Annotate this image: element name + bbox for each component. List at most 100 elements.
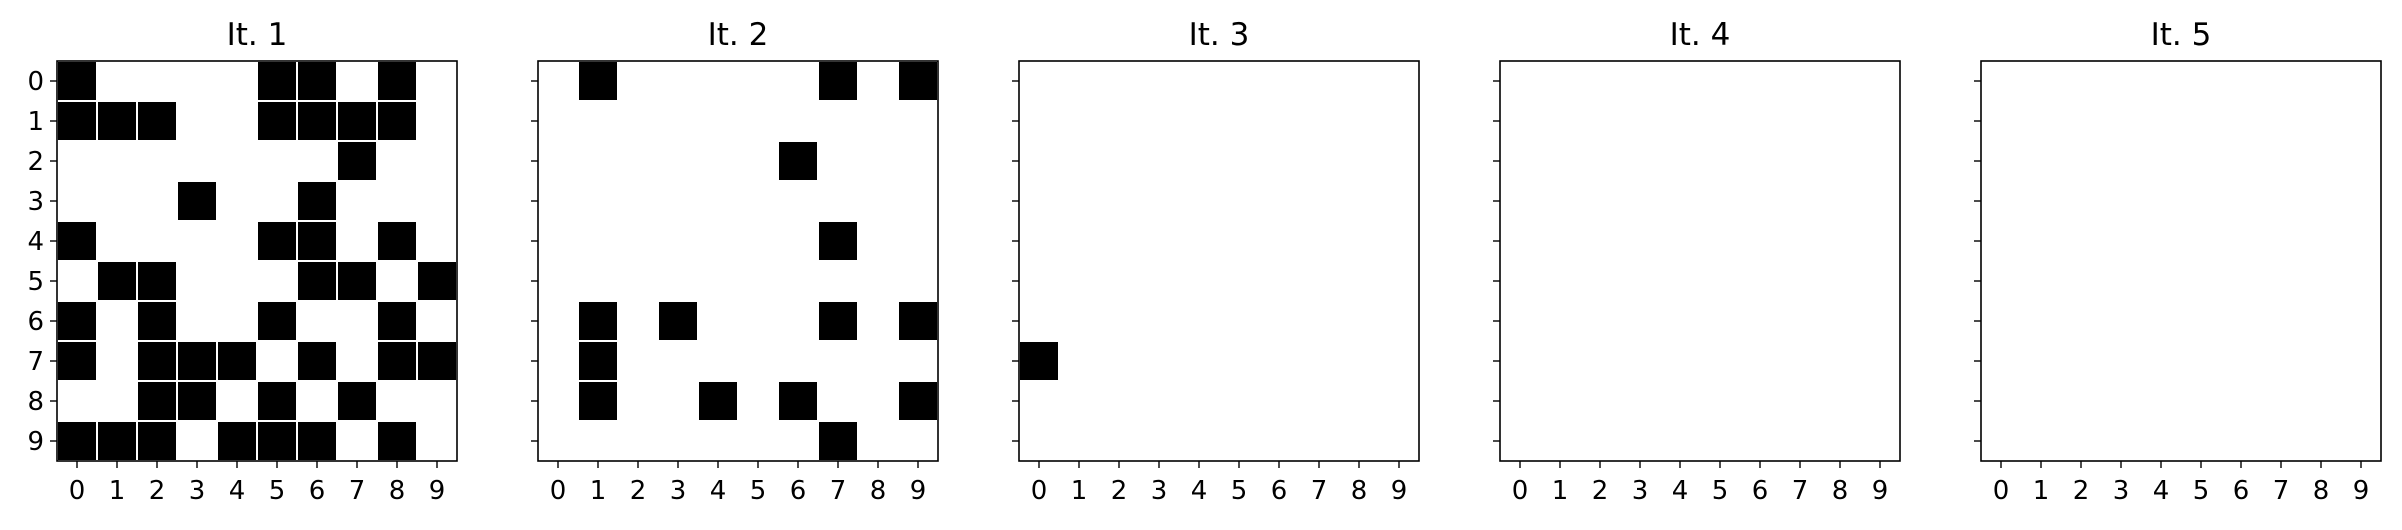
x-tick-label: 4 (229, 476, 246, 506)
x-tick-label: 2 (1592, 476, 1609, 506)
x-tick-label: 8 (2313, 476, 2330, 506)
x-tick-label: 9 (429, 476, 446, 506)
x-tick-label: 1 (109, 476, 126, 506)
heatmap-cell (899, 62, 937, 100)
x-tick-label: 6 (1271, 476, 1288, 506)
panel-3: It. 3 0 1 2 3 4 5 6 7 8 9 (1012, 17, 1420, 506)
heatmap-cell (378, 422, 416, 460)
heatmap-cell (178, 342, 216, 380)
x-tick-label: 0 (1512, 476, 1529, 506)
y-tick-label: 9 (27, 427, 44, 457)
y-tick-label: 4 (27, 227, 44, 257)
x-tick-label: 8 (389, 476, 406, 506)
x-tick-label: 6 (790, 476, 807, 506)
panel-title: It. 4 (1670, 17, 1731, 53)
heatmap-cell (98, 262, 136, 300)
y-tick-label: 1 (27, 107, 44, 137)
x-tick-label: 5 (1231, 476, 1248, 506)
x-tick-label: 8 (870, 476, 887, 506)
x-tick-label: 5 (2193, 476, 2210, 506)
y-tick-label: 5 (27, 267, 44, 297)
x-tick-label: 6 (1752, 476, 1769, 506)
heatmap-cell (298, 102, 336, 140)
heatmap-cell (58, 62, 96, 100)
heatmap-cell (298, 222, 336, 260)
heatmap-cell (138, 382, 176, 420)
x-tick-label: 4 (1191, 476, 1208, 506)
x-tick-label: 2 (149, 476, 166, 506)
heatmap-cell (258, 222, 296, 260)
x-tick-label: 2 (630, 476, 647, 506)
heatmap-cell (338, 102, 376, 140)
heatmap-cell (218, 422, 256, 460)
heatmap-cell (298, 342, 336, 380)
heatmap-cell (579, 62, 617, 100)
x-tick-label: 9 (1872, 476, 1889, 506)
heatmap-cell (1020, 342, 1058, 380)
heatmap-cell (298, 62, 336, 100)
heatmap-cell (819, 222, 857, 260)
x-tick-label: 7 (1792, 476, 1809, 506)
axes-frame (56, 60, 458, 462)
heatmap-cell (298, 182, 336, 220)
x-tick-label: 0 (1031, 476, 1048, 506)
y-tick-label: 6 (27, 307, 44, 337)
x-tick-label: 1 (1071, 476, 1088, 506)
heatmap-cell (258, 102, 296, 140)
heatmap-cell (138, 422, 176, 460)
heatmap-cell (58, 222, 96, 260)
heatmap-cell (899, 302, 937, 340)
axes-frame (1499, 60, 1901, 462)
heatmap-cell (579, 342, 617, 380)
x-tick-label: 3 (2113, 476, 2130, 506)
x-tick-label: 9 (2353, 476, 2370, 506)
heatmap-cell (378, 222, 416, 260)
heatmap-cell (138, 302, 176, 340)
heatmap-cell (258, 302, 296, 340)
x-tick-label: 5 (269, 476, 286, 506)
y-tick-label: 0 (27, 67, 44, 97)
heatmap-cell (258, 422, 296, 460)
x-tick-label: 4 (2153, 476, 2170, 506)
heatmap-cell (178, 182, 216, 220)
heatmap-cell (779, 382, 817, 420)
heatmap-cell (579, 382, 617, 420)
heatmap-cell (378, 342, 416, 380)
heatmap-cell (659, 302, 697, 340)
x-tick-label: 7 (1311, 476, 1328, 506)
x-tick-label: 5 (1712, 476, 1729, 506)
x-tick-label: 8 (1351, 476, 1368, 506)
x-tick-label: 1 (1552, 476, 1569, 506)
heatmap-cell (178, 382, 216, 420)
heatmap-cell (58, 422, 96, 460)
x-tick-label: 2 (1111, 476, 1128, 506)
heatmap-cell (218, 342, 256, 380)
heatmap-cell (899, 382, 937, 420)
heatmap-cell (579, 302, 617, 340)
x-tick-label: 1 (590, 476, 607, 506)
x-tick-label: 5 (750, 476, 767, 506)
heatmap-cell (138, 102, 176, 140)
x-tick-label: 9 (910, 476, 927, 506)
y-tick-label: 8 (27, 387, 44, 417)
axes-frame (1018, 60, 1420, 462)
heatmap-cell (58, 302, 96, 340)
heatmap-cell (418, 342, 456, 380)
heatmap-cell (138, 262, 176, 300)
x-tick-label: 2 (2073, 476, 2090, 506)
heatmap-cell (258, 62, 296, 100)
heatmap-cell (258, 382, 296, 420)
heatmap-cell (98, 422, 136, 460)
y-tick-label: 2 (27, 147, 44, 177)
heatmap-cell (338, 382, 376, 420)
x-tick-label: 1 (2033, 476, 2050, 506)
x-tick-label: 3 (1151, 476, 1168, 506)
y-tick-label: 3 (27, 187, 44, 217)
heatmap-cell (699, 382, 737, 420)
x-tick-label: 8 (1832, 476, 1849, 506)
axes-frame (1980, 60, 2382, 462)
x-tick-label: 3 (1632, 476, 1649, 506)
x-tick-label: 3 (189, 476, 206, 506)
